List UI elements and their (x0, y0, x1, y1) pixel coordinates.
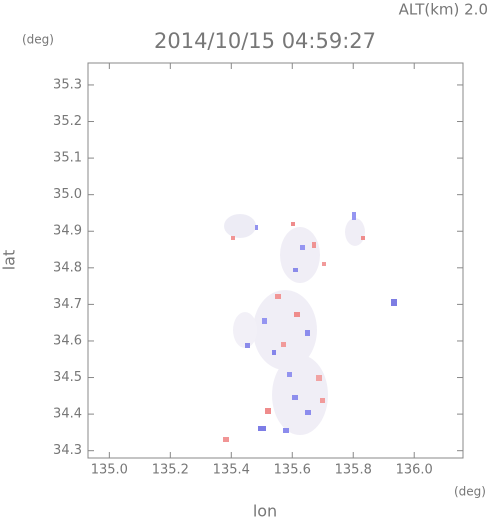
y-tick-label: 34.7 (53, 297, 82, 312)
y-tick-label: 35.3 (53, 77, 82, 92)
x-tick-label: 135.4 (213, 463, 250, 478)
x-tick-label: 136.0 (396, 463, 433, 478)
echo-field (223, 212, 397, 442)
plot-frame (87, 62, 464, 459)
y-axis-label: lat (0, 250, 19, 271)
x-unit: (deg) (454, 485, 486, 499)
x-tick-label: 135.2 (152, 463, 189, 478)
altitude-label: ALT(km) 2.0 (399, 1, 488, 19)
y-tick-label: 34.4 (53, 407, 82, 422)
y-tick-label: 34.8 (53, 260, 82, 275)
y-tick-label: 35.0 (53, 187, 82, 202)
y-tick-label: 35.1 (53, 151, 82, 166)
y-tick-label: 34.3 (53, 443, 82, 458)
x-axis-label: lon (253, 502, 277, 521)
x-tick-label: 135.0 (91, 463, 128, 478)
x-tick-label: 135.8 (335, 463, 372, 478)
y-tick-label: 34.9 (53, 224, 82, 239)
chart-title: 2014/10/15 04:59:27 (154, 29, 376, 53)
y-tick-label: 34.6 (53, 333, 82, 348)
y-tick-label: 34.5 (53, 370, 82, 385)
y-tick-label: 35.2 (53, 114, 82, 129)
y-unit: (deg) (22, 33, 54, 47)
x-tick-label: 135.6 (274, 463, 311, 478)
